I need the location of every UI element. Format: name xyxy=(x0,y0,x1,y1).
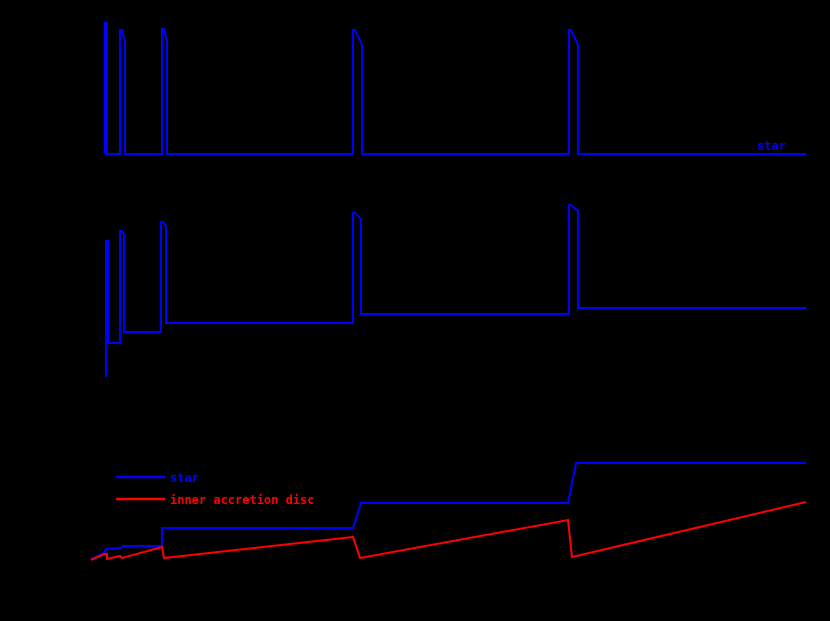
legend-label-star: star xyxy=(170,471,199,485)
bottom-panel: star inner accretion disc xyxy=(90,462,807,561)
legend: star inner accretion disc xyxy=(116,471,315,507)
top-star-annotation: star xyxy=(757,139,786,153)
legend-item-disc: inner accretion disc xyxy=(116,493,315,507)
legend-label-disc: inner accretion disc xyxy=(170,493,315,507)
bottom-star-curve xyxy=(90,462,806,560)
middle-star-curve xyxy=(105,204,806,377)
middle-panel xyxy=(105,204,806,377)
top-star-curve xyxy=(104,22,806,155)
legend-item-star: star xyxy=(116,471,199,485)
bottom-disc-curve xyxy=(90,501,807,561)
top-panel: star xyxy=(104,22,806,155)
